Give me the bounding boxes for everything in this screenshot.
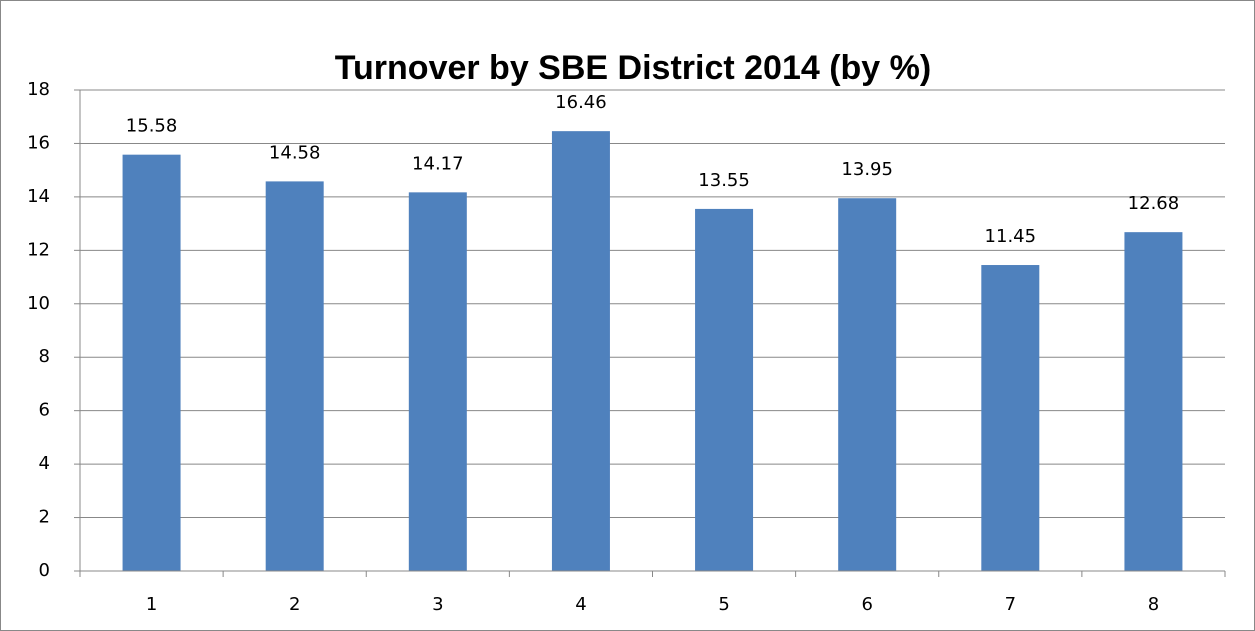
bar xyxy=(265,181,324,571)
value-label: 14.17 xyxy=(412,153,464,174)
x-tick-label: 4 xyxy=(575,594,586,615)
value-label: 12.68 xyxy=(1128,193,1180,214)
y-tick-label: 2 xyxy=(39,507,50,528)
y-tick-label: 4 xyxy=(39,453,50,474)
x-tick-label: 7 xyxy=(1005,594,1016,615)
value-label: 13.95 xyxy=(841,159,893,180)
y-tick-label: 8 xyxy=(39,346,50,367)
chart-title: Turnover by SBE District 2014 (by %) xyxy=(335,49,931,87)
y-tick-label: 18 xyxy=(27,79,50,100)
value-label: 11.45 xyxy=(985,226,1037,247)
y-tick-label: 16 xyxy=(27,132,50,153)
x-tick-label: 2 xyxy=(289,594,300,615)
y-tick-label: 10 xyxy=(27,293,50,314)
bar xyxy=(408,192,467,571)
x-tick-label: 8 xyxy=(1148,594,1159,615)
value-label: 14.58 xyxy=(269,142,321,163)
bar xyxy=(981,265,1040,571)
x-tick-label: 1 xyxy=(146,594,157,615)
bar xyxy=(1124,232,1183,571)
y-tick-label: 6 xyxy=(39,400,50,421)
bar xyxy=(695,208,754,572)
value-label: 13.55 xyxy=(698,170,750,191)
y-tick-label: 12 xyxy=(27,239,50,260)
value-label: 15.58 xyxy=(126,116,178,137)
bar xyxy=(122,154,181,571)
bar xyxy=(838,198,897,571)
y-tick-label: 0 xyxy=(39,560,50,581)
x-tick-label: 6 xyxy=(861,594,872,615)
x-tick-label: 5 xyxy=(718,594,729,615)
bar xyxy=(551,131,610,571)
y-tick-label: 14 xyxy=(27,186,50,207)
value-label: 16.46 xyxy=(555,92,607,113)
x-tick-label: 3 xyxy=(432,594,443,615)
